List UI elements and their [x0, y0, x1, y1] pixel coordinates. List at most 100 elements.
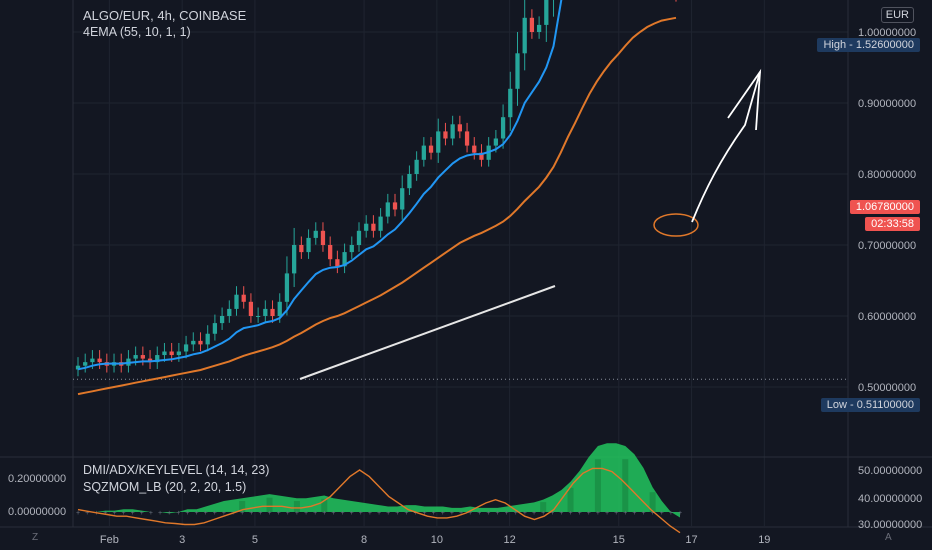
high-price-tag: High - 1.52600000	[817, 38, 920, 52]
squeeze-dot: +	[359, 510, 363, 517]
trendline-annotation	[299, 285, 556, 380]
candle-body	[234, 294, 239, 309]
squeeze-dot: +	[423, 510, 427, 517]
candle-body	[500, 117, 506, 139]
squeeze-dot: +	[505, 510, 509, 517]
squeeze-momentum: + + + + + + + + + + + + + + + + + + + + + + + + + + + + + + + + + + + + + + + +…	[76, 443, 682, 534]
time-tick-label: 17	[685, 534, 697, 546]
squeeze-dot: +	[277, 510, 281, 517]
low-price-tag: Low - 0.51100000	[820, 398, 920, 412]
squeeze-bar	[540, 502, 547, 512]
squeeze-dot: +	[632, 510, 636, 517]
squeeze-dot: +	[140, 510, 144, 517]
squeeze-dot: +	[669, 510, 673, 517]
price-tick-label: 0.70000000	[858, 240, 916, 252]
candle-body	[428, 145, 434, 153]
candle-body	[392, 202, 398, 210]
squeeze-dot: +	[641, 510, 645, 517]
drawing-annotations	[299, 68, 762, 380]
dmi-indicator-label[interactable]: DMI/ADX/KEYLEVEL (14, 14, 23)	[83, 463, 270, 477]
candle-body	[248, 301, 254, 316]
squeeze-bar	[239, 501, 246, 512]
price-tick-label: 0.90000000	[858, 98, 916, 110]
squeeze-dot: +	[568, 510, 572, 517]
candle-body	[263, 308, 268, 316]
candle-body	[515, 53, 520, 89]
candle-body	[529, 17, 535, 32]
squeeze-dot: +	[76, 510, 80, 517]
candle-body	[443, 131, 448, 139]
sub-left-tick: 0.00000000	[8, 506, 66, 518]
candle-body	[191, 340, 196, 345]
time-tick-label: Feb	[100, 534, 119, 546]
zoom-toggle[interactable]: Z	[32, 532, 39, 543]
candle-body	[198, 340, 203, 345]
squeeze-dot: +	[158, 510, 162, 517]
squeeze-dot: +	[322, 510, 326, 517]
squeeze-dot: +	[395, 510, 399, 517]
squeeze-bar	[649, 492, 656, 512]
squeeze-bar	[266, 497, 273, 512]
squeeze-dot: +	[459, 510, 463, 517]
squeeze-dot: +	[103, 510, 107, 517]
squeeze-dot: +	[678, 510, 682, 517]
sub-pane-axis: 0.20000000 0.00000000 50.00000000 40.000000…	[8, 465, 922, 531]
sub-right-tick: 30.00000000	[858, 519, 922, 531]
squeeze-dot: +	[313, 510, 317, 517]
candle-body	[407, 174, 412, 189]
ema-indicator-label[interactable]: 4EMA (55, 10, 1, 1)	[83, 25, 191, 39]
candle-body	[162, 351, 167, 356]
price-tick-label: 0.80000000	[858, 169, 916, 181]
time-axis: Feb 3 5 8 10 12 15 17 19	[100, 534, 771, 546]
time-tick-label: 10	[431, 534, 443, 546]
candle-body	[364, 223, 369, 231]
squeeze-dot: +	[532, 510, 536, 517]
auto-scale-toggle[interactable]: A	[885, 532, 892, 543]
candle-body	[284, 273, 290, 302]
candle-body	[385, 202, 390, 217]
squeeze-dot: +	[213, 510, 217, 517]
candle-body	[83, 362, 88, 366]
candle-body	[241, 294, 246, 302]
candles	[75, 0, 677, 377]
time-tick-label: 8	[361, 534, 367, 546]
ema-lines	[77, 0, 677, 396]
sqzmom-indicator-label[interactable]: SQZMOM_LB (20, 2, 20, 1.5)	[83, 480, 247, 494]
squeeze-dot: +	[477, 510, 481, 517]
candle-body	[140, 355, 145, 359]
squeeze-dot: +	[614, 510, 618, 517]
candle-body	[306, 237, 311, 253]
squeeze-dot: +	[286, 510, 290, 517]
squeeze-dot: +	[222, 510, 226, 517]
squeeze-bar	[567, 487, 574, 512]
candle-body	[450, 124, 455, 139]
squeeze-dot: +	[267, 510, 271, 517]
squeeze-dot: +	[167, 510, 171, 517]
candle-body	[536, 24, 542, 32]
price-tick-label: 0.60000000	[858, 311, 916, 323]
symbol-title: ALGO/EUR, 4h, COINBASE	[83, 8, 247, 23]
squeeze-dot: +	[340, 510, 344, 517]
squeeze-dot: +	[559, 510, 563, 517]
squeeze-dot: +	[85, 510, 89, 517]
countdown-tag: 02:33:58	[865, 217, 920, 231]
squeeze-area	[78, 443, 680, 518]
squeeze-dot: +	[486, 510, 490, 517]
time-tick-label: 5	[252, 534, 258, 546]
squeeze-dot: +	[523, 510, 527, 517]
squeeze-dot: +	[468, 510, 472, 517]
time-tick-label: 3	[179, 534, 185, 546]
last-price-tag: 1.06780000	[849, 200, 920, 214]
squeeze-dot: +	[195, 510, 199, 517]
squeeze-dot: +	[596, 510, 600, 517]
candle-body	[356, 230, 362, 245]
sub-right-tick: 40.00000000	[858, 493, 922, 505]
candle-body	[299, 245, 304, 253]
sub-left-tick: 0.20000000	[8, 473, 66, 485]
candle-body	[493, 138, 499, 146]
candle-body	[255, 316, 261, 317]
squeeze-dot: +	[122, 510, 126, 517]
currency-button[interactable]: EUR	[880, 7, 914, 23]
candle-body	[277, 301, 282, 316]
